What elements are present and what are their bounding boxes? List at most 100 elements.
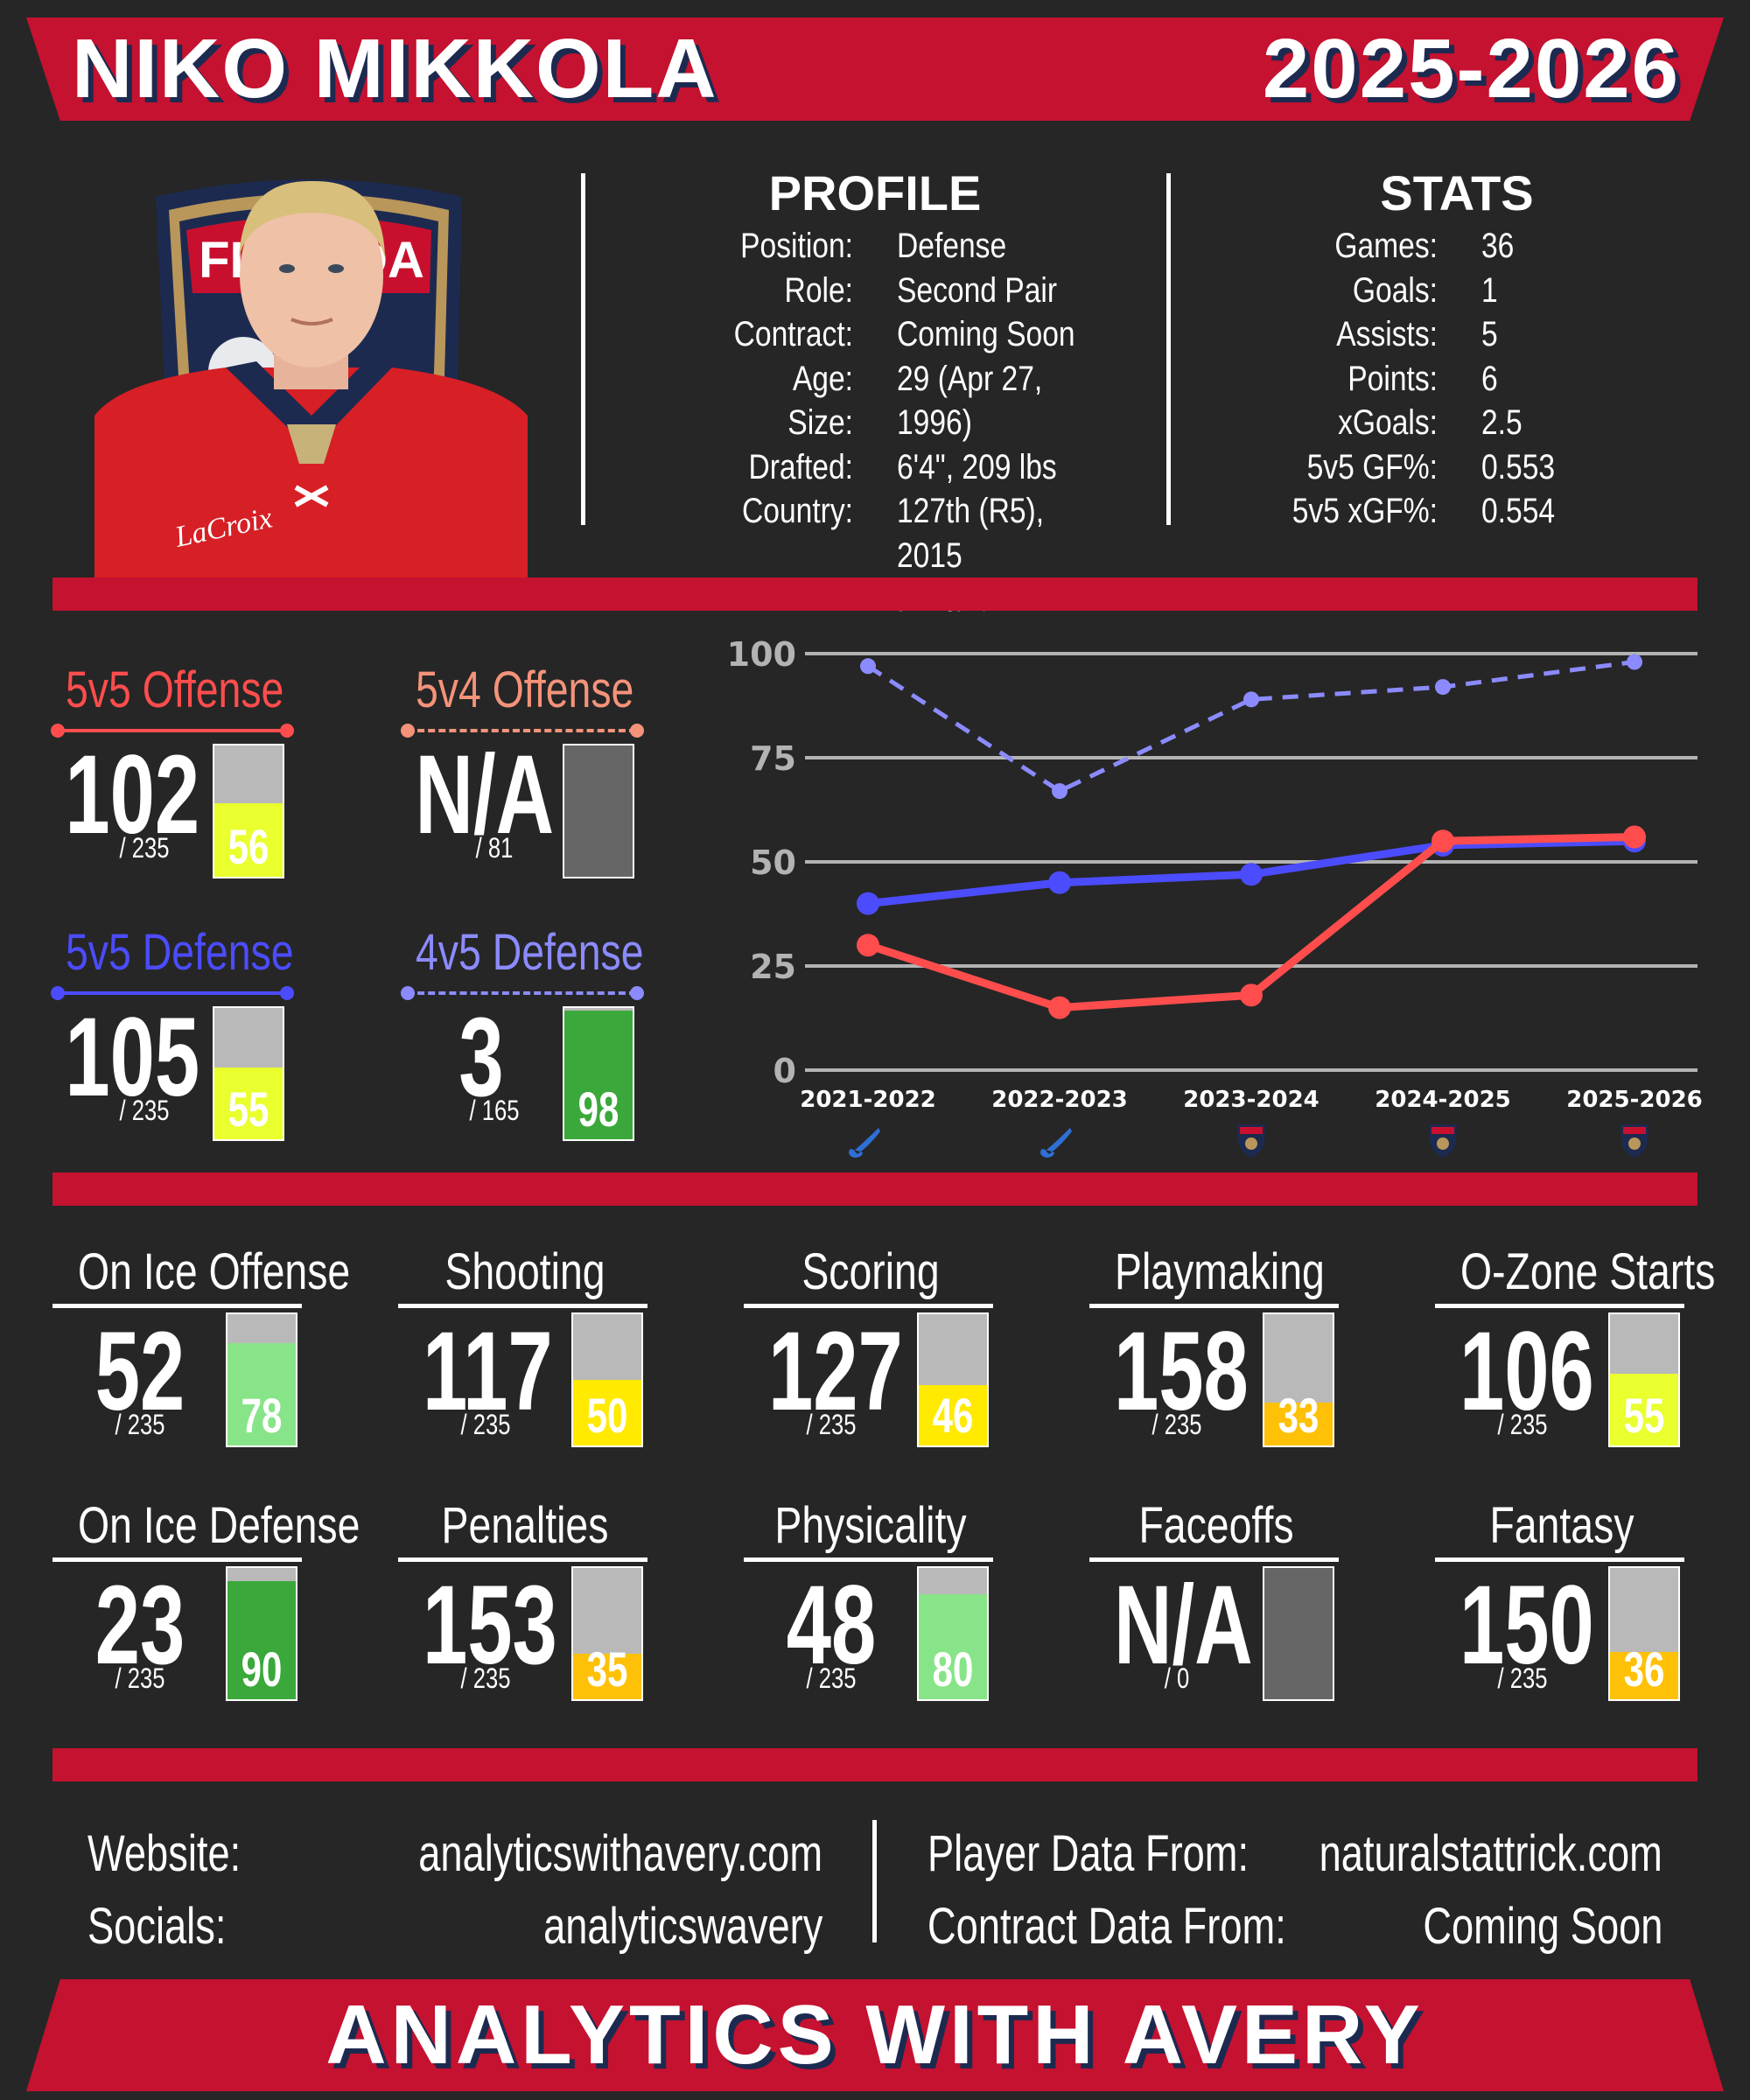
title-banner [26, 18, 1724, 121]
section-divider [52, 578, 1698, 611]
rating-tile: 4v5 Defense 3/ 165 98 [389, 923, 652, 1141]
rating-underline [398, 1558, 648, 1562]
rating-total: / 235 [1152, 1409, 1202, 1440]
y-tick-label: 100 [727, 635, 796, 674]
x-tick-label: 2021-2022 [800, 1087, 936, 1113]
data-point [1052, 783, 1068, 800]
rating-underline [744, 1304, 993, 1308]
rating-underline [1089, 1304, 1339, 1308]
panthers-logo-icon [1237, 1124, 1265, 1158]
profile-value: Coming Soon [897, 315, 1075, 354]
percentile-value: 50 [586, 1388, 628, 1443]
rating-tile: Faceoffs N/A/ 0 [1089, 1496, 1343, 1706]
rating-underline [1435, 1304, 1684, 1308]
percentile-fill [573, 1380, 641, 1446]
underline-dot [280, 986, 294, 1000]
rating-total: / 235 [460, 1409, 511, 1440]
data-point [860, 658, 876, 675]
rating-underline [407, 991, 636, 995]
rating-total: / 235 [1497, 1409, 1548, 1440]
stats-label: 5v5 GF%: [1306, 447, 1438, 486]
percentile-bar [563, 744, 634, 878]
percentile-bar: 33 [1263, 1312, 1334, 1447]
rating-underline [57, 991, 286, 995]
stats-label: Games: [1334, 227, 1438, 265]
data-point [1432, 830, 1454, 853]
rating-underline [744, 1558, 993, 1562]
data-point [857, 892, 879, 915]
data-point [1240, 863, 1263, 886]
percentile-value: 56 [228, 819, 270, 874]
data-point [857, 934, 879, 957]
percentile-bar: 55 [1608, 1312, 1680, 1447]
rating-tile: Scoring 127/ 235 46 [744, 1242, 998, 1452]
rating-total: / 235 [119, 1095, 170, 1126]
percentile-fill [1610, 1373, 1678, 1446]
series-line [866, 660, 1635, 794]
rating-label: 4v5 Defense [416, 924, 644, 981]
rating-rank: N/A [415, 732, 555, 858]
section-divider [52, 1748, 1698, 1782]
percentile-fill [214, 1067, 283, 1139]
footer-divider [872, 1820, 877, 1942]
percentile-fill [564, 1011, 633, 1139]
section-divider [52, 1172, 1698, 1206]
data-point [1623, 825, 1646, 849]
profile-value: Defense [897, 227, 1007, 265]
percentile-bar: 56 [213, 744, 284, 878]
rating-underline [407, 729, 636, 732]
stats-label: Goals: [1352, 270, 1438, 310]
profile-value: 127th (R5), 2015 [897, 492, 1045, 575]
player-name: NIKO MIKKOLA [72, 22, 718, 116]
rating-label: 5v5 Offense [66, 662, 284, 718]
stats-label: xGoals: [1338, 403, 1438, 442]
profile-label: Contract: [733, 315, 853, 354]
brand-title: ANALYTICS WITH AVERY [326, 1988, 1424, 2082]
percentile-fill [919, 1594, 987, 1699]
rating-total: / 235 [115, 1662, 165, 1694]
underline-dot [280, 724, 294, 738]
percentile-fill [228, 1581, 296, 1699]
percentile-fill [214, 803, 283, 877]
rating-label: Physicality [774, 1497, 967, 1554]
profile-value: Second Pair [897, 270, 1058, 310]
rating-label: Scoring [802, 1243, 940, 1300]
underline-dot [401, 724, 415, 738]
player-data-source[interactable]: naturalstattrick.com [1319, 1825, 1662, 1882]
socials-handle[interactable]: analyticswavery [542, 1898, 822, 1955]
profile-label: Age: [792, 359, 853, 398]
rating-rank: 48 [786, 1563, 877, 1688]
rating-total: / 235 [1497, 1662, 1548, 1694]
rating-rank: 150 [1460, 1563, 1594, 1688]
percentile-fill [1264, 1402, 1333, 1446]
rating-tile: Shooting 117/ 235 50 [398, 1242, 652, 1452]
rating-tile: Penalties 153/ 235 35 [398, 1496, 652, 1706]
percentile-value: 46 [932, 1388, 974, 1443]
rating-total: / 0 [1164, 1662, 1190, 1694]
x-tick-label: 2022-2023 [991, 1087, 1128, 1113]
stats-title: STATS [1380, 165, 1534, 220]
panthers-logo-icon [1620, 1124, 1648, 1158]
rating-underline [52, 1558, 302, 1562]
stats-values: 36 1 5 6 2.5 0.553 0.554 [1481, 224, 1628, 534]
y-tick-label: 50 [750, 844, 796, 882]
rating-tile: On Ice Defense 23/ 235 90 [52, 1496, 360, 1706]
percentile-value: 55 [1623, 1388, 1665, 1443]
underline-dot [51, 724, 65, 738]
data-point [1435, 679, 1451, 696]
percentile-bar: 98 [563, 1006, 634, 1141]
profile-label: Drafted: [748, 447, 853, 486]
stats-label: Assists: [1336, 315, 1438, 354]
percentile-value: 35 [586, 1642, 628, 1697]
divider-right [1166, 173, 1171, 525]
profile-value: 6'4", 209 lbs [897, 447, 1057, 486]
percentile-bar: 35 [571, 1566, 643, 1701]
rating-tile: Playmaking 158/ 235 33 [1089, 1242, 1343, 1452]
rating-label: On Ice Offense [78, 1243, 351, 1300]
percentile-fill [228, 1343, 296, 1446]
percentile-value: 33 [1278, 1388, 1320, 1443]
percentile-value: 90 [241, 1642, 283, 1697]
rating-underline [1435, 1558, 1684, 1562]
blues-note-icon [849, 1128, 880, 1158]
website-link[interactable]: analyticswithavery.com [418, 1825, 822, 1882]
